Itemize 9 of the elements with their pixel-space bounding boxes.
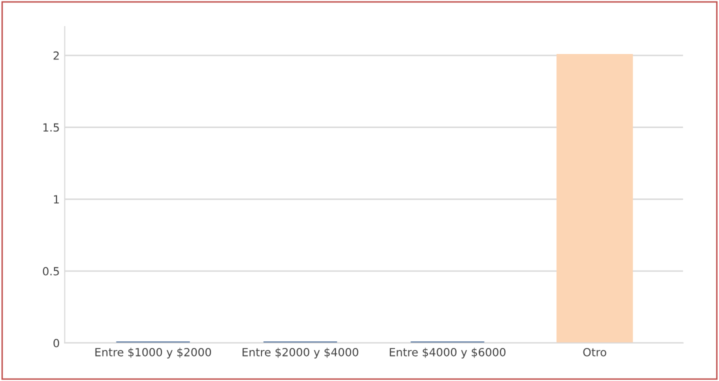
y-tick-label: 2 <box>54 51 59 60</box>
y-tick-label: 0 <box>54 338 60 348</box>
y-tick-label: 1 <box>54 195 59 204</box>
x-tick-label: Otro <box>583 348 606 356</box>
y-tick-label: 0.5 <box>42 267 59 276</box>
x-tick-label: Entre $2000 y $4000 <box>242 348 358 359</box>
x-tick-label: Entre $4000 y $6000 <box>390 348 506 359</box>
x-tick-label: Entre $1000 y $2000 <box>95 348 212 359</box>
y-tick-label: 1.5 <box>43 123 59 132</box>
